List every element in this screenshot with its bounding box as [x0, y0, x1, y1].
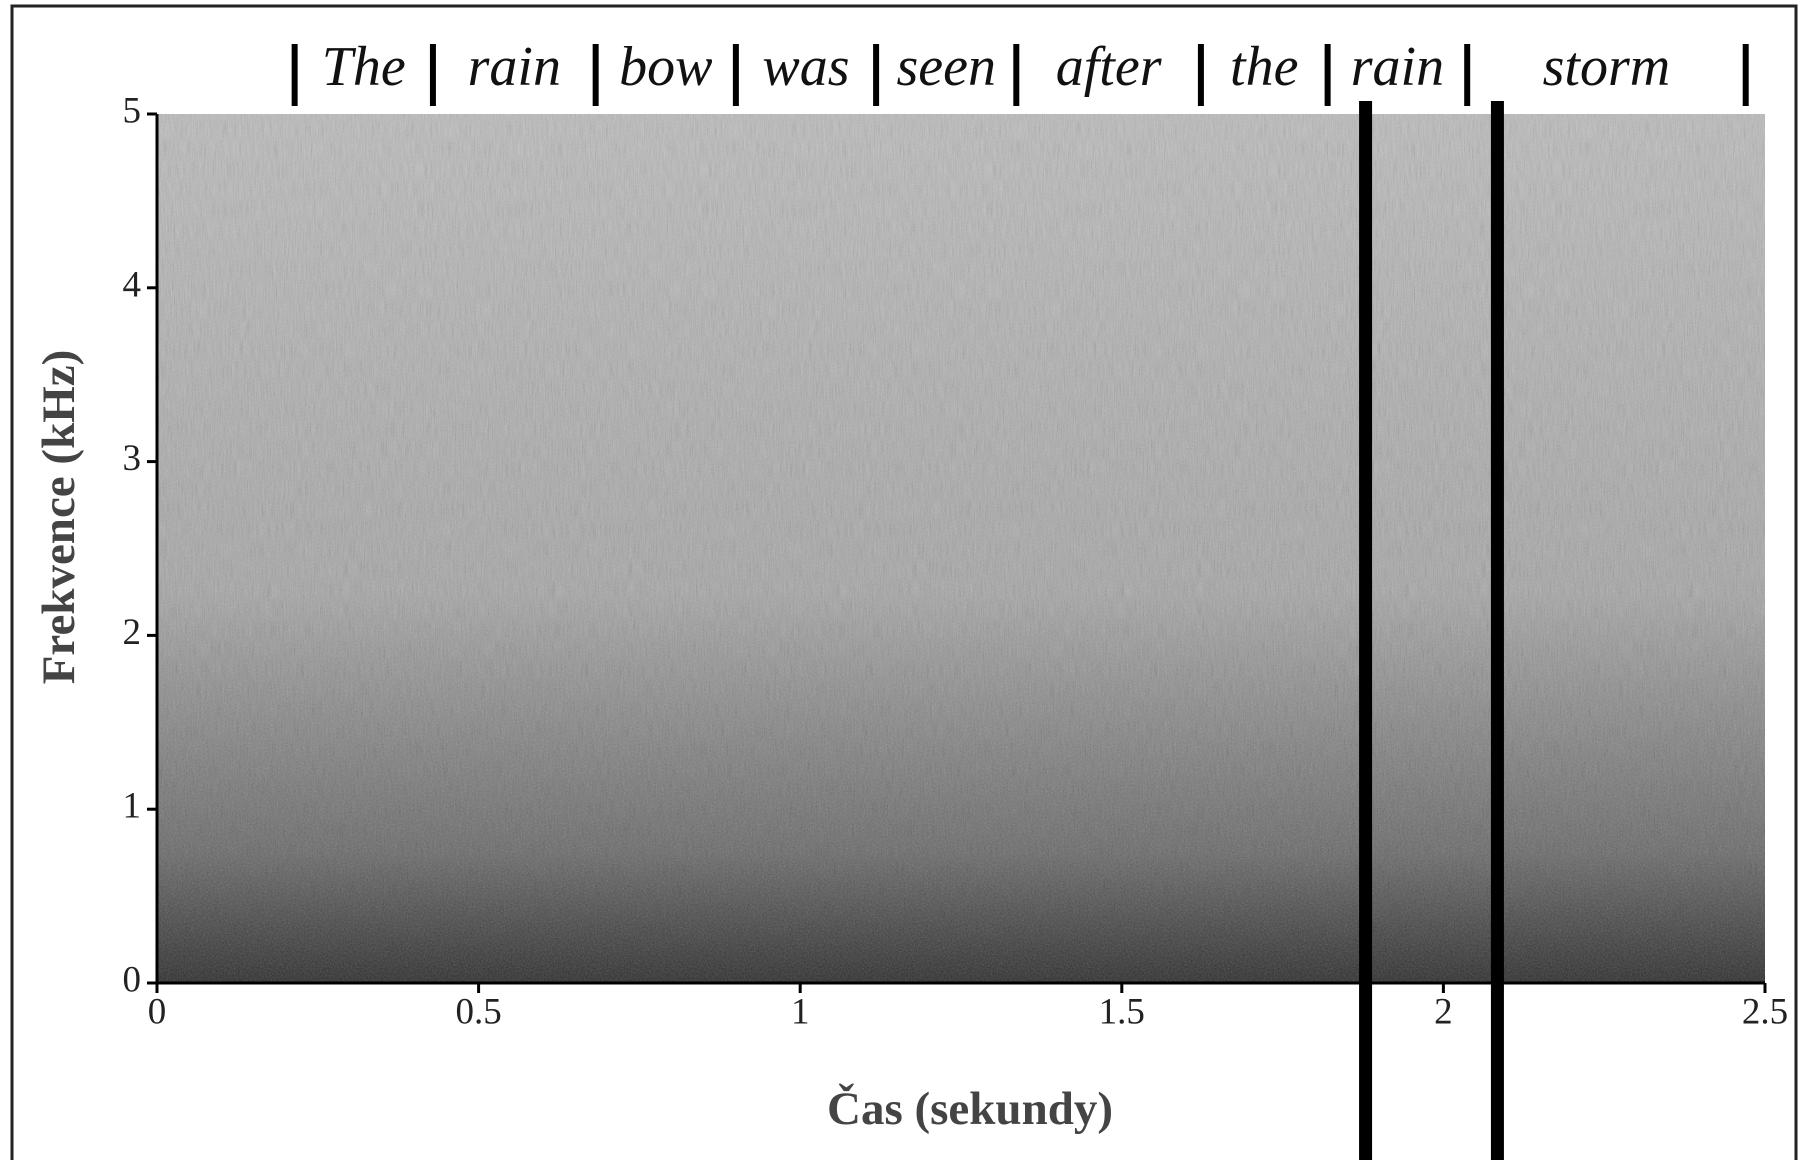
x-axis-title: Čas (sekundy): [827, 1083, 1113, 1135]
frame: [10, 4, 1798, 1160]
y-tick-label: 2: [123, 612, 142, 653]
y-tick-label: 4: [123, 264, 142, 305]
y-tick-label: 0: [123, 959, 142, 1000]
x-tick-label: 1: [791, 991, 810, 1032]
word-label: rain: [468, 36, 561, 98]
word-label: the: [1230, 36, 1298, 98]
word-label: was: [762, 36, 849, 98]
y-axis-title: Frekvence (kHz): [33, 350, 85, 685]
y-tick-label: 5: [123, 90, 142, 131]
word-label: rain: [1351, 36, 1444, 98]
spectrogram-speckle: [157, 114, 1765, 983]
word-label: bow: [619, 36, 712, 98]
word-label: seen: [896, 36, 996, 98]
y-tick-label: 1: [123, 786, 142, 827]
word-label: The: [322, 36, 406, 98]
x-tick-label: 1.5: [1099, 991, 1145, 1032]
x-tick-label: 0: [148, 991, 167, 1032]
word-label: storm: [1543, 36, 1671, 98]
word-label: after: [1056, 36, 1162, 98]
y-tick-label: 3: [123, 438, 142, 479]
x-tick-label: 2: [1434, 991, 1453, 1032]
x-tick-label: 2.5: [1742, 991, 1788, 1032]
x-tick-label: 0.5: [455, 991, 501, 1032]
